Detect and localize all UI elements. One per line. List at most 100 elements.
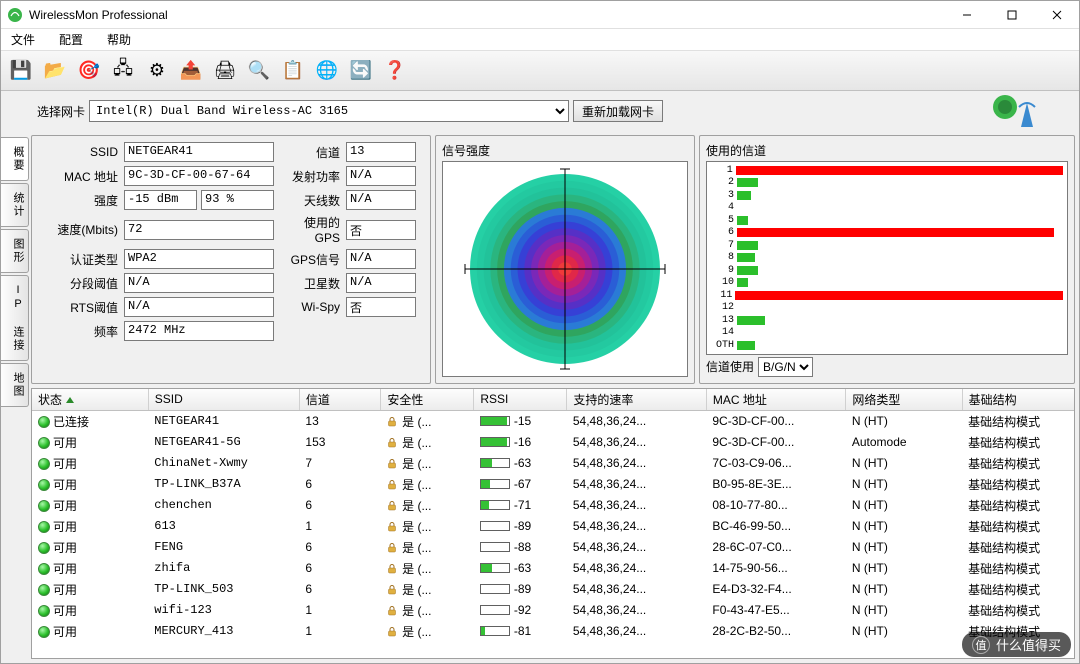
info-value: 否 bbox=[346, 220, 416, 240]
channel-label: 7 bbox=[711, 240, 737, 251]
target-icon[interactable]: 🎯 bbox=[75, 57, 103, 85]
channel-bar-row: 11 bbox=[711, 289, 1063, 302]
info-label: 天线数 bbox=[280, 192, 340, 209]
menu-config[interactable]: 配置 bbox=[53, 29, 89, 50]
network-icon[interactable]: 🖧 bbox=[109, 57, 137, 85]
info-value: 72 bbox=[124, 220, 274, 240]
channel-bar-row: 9 bbox=[711, 264, 1063, 277]
signal-strength-panel: 信号强度 bbox=[435, 135, 695, 384]
channel-bar-row: 2 bbox=[711, 177, 1063, 190]
watermark-text: 什么值得买 bbox=[996, 635, 1061, 654]
channel-label: 2 bbox=[711, 177, 737, 188]
reload-adapter-button[interactable]: 重新加载网卡 bbox=[573, 100, 663, 122]
channel-bar-row: 4 bbox=[711, 202, 1063, 215]
menu-file[interactable]: 文件 bbox=[5, 29, 41, 50]
globe-icon[interactable]: 🌐 bbox=[313, 57, 341, 85]
info-label: 认证类型 bbox=[38, 251, 118, 268]
window-title: WirelessMon Professional bbox=[29, 8, 944, 22]
close-button[interactable] bbox=[1034, 1, 1079, 28]
column-ssid[interactable]: SSID bbox=[148, 389, 299, 411]
info-value: 93 % bbox=[201, 190, 274, 210]
print-icon[interactable]: 🖨 bbox=[211, 57, 239, 85]
table-row[interactable]: 可用NETGEAR41-5G153 是 (...-1654,48,36,24..… bbox=[32, 432, 1074, 453]
channel-bar bbox=[737, 216, 748, 225]
save-icon[interactable]: 💾 bbox=[7, 57, 35, 85]
info-value: N/A bbox=[124, 297, 274, 317]
channel-label: 12 bbox=[711, 302, 737, 313]
channel-usage-panel: 使用的信道 1234567891011121314OTH 信道使用 B/G/N bbox=[699, 135, 1075, 384]
adapter-label: 选择网卡 bbox=[37, 103, 85, 120]
menubar: 文件 配置 帮助 bbox=[1, 29, 1079, 51]
info-value: WPA2 bbox=[124, 249, 274, 269]
table-row[interactable]: 可用ChinaNet-Xwmy7 是 (...-6354,48,36,24...… bbox=[32, 453, 1074, 474]
info-label: GPS信号 bbox=[280, 251, 340, 268]
table-row[interactable]: 可用MERCURY_4131 是 (...-8154,48,36,24...28… bbox=[32, 621, 1074, 642]
channel-bar-row: 8 bbox=[711, 252, 1063, 265]
minimize-button[interactable] bbox=[944, 1, 989, 28]
info-value: N/A bbox=[346, 190, 416, 210]
adapter-row: 选择网卡 Intel(R) Dual Band Wireless-AC 3165… bbox=[1, 91, 1079, 133]
side-tabs: 概要统计图形IP 连接地图 bbox=[1, 133, 29, 663]
channel-bar bbox=[737, 278, 748, 287]
channel-label: 9 bbox=[711, 265, 737, 276]
config-icon[interactable]: ⚙ bbox=[143, 57, 171, 85]
watermark-icon: 值 bbox=[972, 636, 990, 654]
refresh-icon[interactable]: 🔄 bbox=[347, 57, 375, 85]
table-row[interactable]: 已连接NETGEAR4113 是 (...-1554,48,36,24...9C… bbox=[32, 410, 1074, 432]
channel-bar-row: 6 bbox=[711, 227, 1063, 240]
table-row[interactable]: 可用FENG6 是 (...-8854,48,36,24...28-6C-07-… bbox=[32, 537, 1074, 558]
table-row[interactable]: 可用wifi-1231 是 (...-9254,48,36,24...F0-43… bbox=[32, 600, 1074, 621]
signal-radar bbox=[442, 161, 688, 377]
channel-bar bbox=[735, 291, 1063, 300]
info-label: 卫星数 bbox=[280, 275, 340, 292]
menu-help[interactable]: 帮助 bbox=[101, 29, 137, 50]
export-icon[interactable]: 📤 bbox=[177, 57, 205, 85]
channel-label: 10 bbox=[711, 277, 737, 288]
adapter-select[interactable]: Intel(R) Dual Band Wireless-AC 3165 bbox=[89, 100, 569, 122]
channel-label: 1 bbox=[711, 165, 736, 176]
column-rates[interactable]: 支持的速率 bbox=[567, 389, 707, 411]
info-label: 发射功率 bbox=[280, 168, 340, 185]
clipboard-icon[interactable]: 📋 bbox=[279, 57, 307, 85]
column-security[interactable]: 安全性 bbox=[381, 389, 474, 411]
side-tab-1[interactable]: 统计 bbox=[1, 183, 29, 227]
info-value: 否 bbox=[346, 297, 416, 317]
side-tab-4[interactable]: 地图 bbox=[1, 363, 29, 407]
open-icon[interactable]: 📂 bbox=[41, 57, 69, 85]
column-channel[interactable]: 信道 bbox=[299, 389, 380, 411]
preview-icon[interactable]: 🔍 bbox=[245, 57, 273, 85]
info-value: N/A bbox=[124, 273, 274, 293]
watermark: 值 什么值得买 bbox=[962, 632, 1071, 657]
column-nettype[interactable]: 网络类型 bbox=[846, 389, 962, 411]
channel-bar-row: 5 bbox=[711, 214, 1063, 227]
channel-label: 13 bbox=[711, 315, 737, 326]
table-row[interactable]: 可用chenchen6 是 (...-7154,48,36,24...08-10… bbox=[32, 495, 1074, 516]
column-infra[interactable]: 基础结构 bbox=[962, 389, 1074, 411]
table-row[interactable]: 可用6131 是 (...-8954,48,36,24...BC-46-99-5… bbox=[32, 516, 1074, 537]
channel-label: 11 bbox=[711, 290, 735, 301]
channel-bar-row: 1 bbox=[711, 164, 1063, 177]
info-label: 速度(Mbits) bbox=[38, 221, 118, 238]
networks-table-wrap: 状态SSID信道安全性RSSI支持的速率MAC 地址网络类型基础结构首次查 已连… bbox=[31, 388, 1075, 660]
side-tab-2[interactable]: 图形 bbox=[1, 229, 29, 273]
channel-label: 3 bbox=[711, 190, 737, 201]
channel-label: 4 bbox=[711, 202, 737, 213]
column-status[interactable]: 状态 bbox=[32, 389, 148, 411]
side-tab-0[interactable]: 概要 bbox=[1, 137, 29, 181]
channel-bar bbox=[737, 178, 758, 187]
help-icon[interactable]: ❓ bbox=[381, 57, 409, 85]
info-value: N/A bbox=[346, 166, 416, 186]
table-row[interactable]: 可用zhifa6 是 (...-6354,48,36,24...14-75-90… bbox=[32, 558, 1074, 579]
channel-bar bbox=[737, 191, 751, 200]
channel-bar bbox=[737, 266, 758, 275]
column-rssi[interactable]: RSSI bbox=[474, 389, 567, 411]
side-tab-3[interactable]: IP 连接 bbox=[1, 275, 29, 361]
channel-mode-select[interactable]: B/G/N bbox=[758, 357, 813, 377]
column-mac[interactable]: MAC 地址 bbox=[706, 389, 846, 411]
info-label: 信道 bbox=[280, 144, 340, 161]
info-value: N/A bbox=[346, 249, 416, 269]
table-row[interactable]: 可用TP-LINK_B37A6 是 (...-6754,48,36,24...B… bbox=[32, 474, 1074, 495]
channel-bar-row: 3 bbox=[711, 189, 1063, 202]
table-row[interactable]: 可用TP-LINK_5036 是 (...-8954,48,36,24...E4… bbox=[32, 579, 1074, 600]
maximize-button[interactable] bbox=[989, 1, 1034, 28]
